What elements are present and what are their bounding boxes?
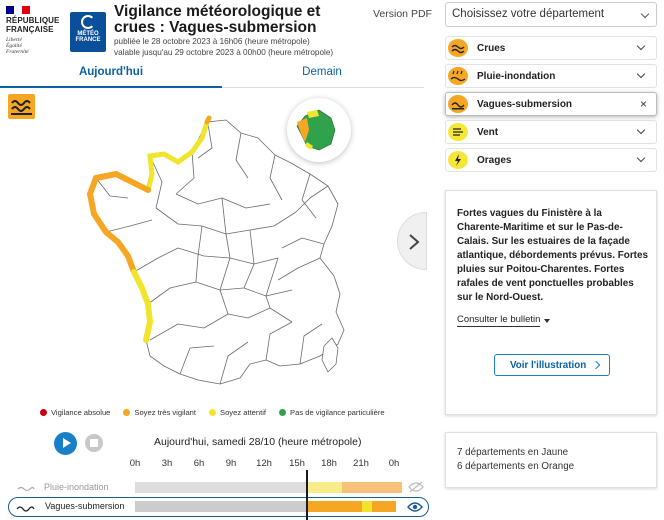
hour-label: 21h — [353, 458, 369, 469]
risk-item-crues[interactable]: Crues — [445, 36, 657, 60]
timeline-bar-yellow — [362, 501, 372, 512]
risk-label-orages: Orages — [477, 155, 512, 166]
france-vigilance-map[interactable] — [70, 108, 370, 408]
rain-flood-icon — [448, 67, 468, 85]
risk-item-orages[interactable]: Orages — [445, 148, 657, 172]
yellow-dot-icon — [209, 409, 217, 416]
department-summary-card: 7 départements en Jaune 6 départements e… — [445, 432, 657, 488]
wind-icon — [448, 123, 468, 141]
timeline-row-vagues-submersion[interactable]: Vagues-submersion — [8, 497, 429, 517]
close-icon[interactable]: × — [639, 97, 647, 111]
legend-item-absolue: Vigilance absolue — [40, 408, 110, 417]
flood-icon — [448, 39, 468, 57]
republique-title: RÉPUBLIQUE FRANÇAISE — [6, 16, 60, 34]
timeline-bar-yellow — [306, 482, 342, 493]
hour-label: 18h — [321, 458, 337, 469]
published-date: publiée le 28 octobre 2023 à 16h06 (heur… — [114, 37, 310, 46]
timeline-hours: 0h 3h 6h 9h 12h 15h 18h 21h 0h — [120, 458, 410, 470]
hidden-eye-icon[interactable] — [408, 481, 424, 493]
waves-icon — [16, 506, 35, 512]
legend-item-attentif: Soyez attentif — [209, 408, 266, 417]
hour-label: 3h — [161, 458, 173, 469]
legend-item-tres-vigilant: Soyez très vigilant — [123, 408, 196, 417]
republique-francaise-logo: RÉPUBLIQUE FRANÇAISE Liberté Égalité Fra… — [6, 4, 62, 62]
chevron-down-icon — [636, 69, 646, 79]
timeline-title: Aujourd'hui, samedi 28/10 (heure métropo… — [154, 436, 362, 448]
eye-icon[interactable] — [407, 501, 423, 513]
bulletin-text: Fortes vagues du Finistère à la Charente… — [457, 208, 648, 303]
meteo-france-logo[interactable]: MÉTÉO FRANCE — [70, 12, 106, 52]
summary-orange: 6 départements en Orange — [457, 461, 575, 472]
chevron-down-icon — [636, 125, 646, 135]
bulletin-card: Fortes vagues du Finistère à la Charente… — [445, 190, 657, 415]
chevron-down-icon — [636, 41, 646, 51]
summary-yellow: 7 départements en Jaune — [457, 447, 569, 458]
storm-icon — [448, 151, 468, 169]
timeline-bar-orange — [306, 501, 362, 512]
hour-label: 15h — [289, 458, 305, 469]
valid-until-date: valable jusqu'au 29 octobre 2023 à 00h00… — [114, 48, 334, 57]
page-title: Vigilance météorologique et crues : Vagu… — [114, 3, 321, 36]
chevron-down-icon — [636, 153, 646, 163]
risk-label-vent: Vent — [477, 127, 499, 138]
vigilance-legend: Vigilance absolue Soyez très vigilant So… — [40, 408, 385, 417]
chevron-right-icon — [591, 360, 601, 370]
risk-label-vagues: Vagues-submersion — [477, 99, 573, 110]
rain-flood-icon — [17, 486, 35, 492]
hour-label: 0h — [388, 458, 400, 469]
row-label-vagues: Vagues-submersion — [45, 501, 125, 511]
play-button[interactable] — [54, 432, 77, 455]
row-label-pluie: Pluie-inondation — [44, 482, 109, 492]
chevron-down-icon — [640, 9, 650, 19]
hour-label: 9h — [225, 458, 237, 469]
version-pdf-link[interactable]: Version PDF — [373, 8, 432, 20]
waves-icon — [448, 95, 468, 113]
timeline-bar-grey — [135, 482, 306, 493]
timeline-bar-orange — [372, 501, 396, 512]
risk-item-vagues-submersion[interactable]: Vagues-submersion × — [445, 92, 657, 116]
stop-button[interactable] — [85, 434, 103, 452]
consult-bulletin-dropdown[interactable]: Consulter le bulletin — [457, 314, 551, 327]
timeline-bar-orange — [342, 482, 402, 493]
hour-label: 12h — [256, 458, 272, 469]
active-tab-indicator — [0, 86, 222, 88]
view-illustration-label: Voir l'illustration — [510, 360, 587, 371]
tab-today[interactable]: Aujourd'hui — [78, 66, 144, 78]
overview-minimap[interactable] — [287, 98, 351, 162]
tab-tomorrow[interactable]: Demain — [302, 66, 342, 78]
hour-label: 0h — [129, 458, 141, 469]
view-illustration-button[interactable]: Voir l'illustration — [494, 354, 610, 376]
timeline-row-pluie-inondation[interactable]: Pluie-inondation — [8, 479, 432, 495]
publication-info: publiée le 28 octobre 2023 à 16h06 (heur… — [114, 36, 333, 58]
legend-item-pas-de-vigilance: Pas de vigilance particulière — [279, 408, 385, 417]
waves-submersion-icon — [8, 94, 35, 119]
risk-label-crues: Crues — [477, 43, 506, 54]
republique-motto: Liberté Égalité Fraternité — [6, 37, 29, 55]
risk-label-pluie: Pluie-inondation — [477, 71, 556, 82]
red-dot-icon — [40, 409, 47, 416]
hour-label: 6h — [193, 458, 205, 469]
green-dot-icon — [279, 409, 287, 416]
department-select[interactable]: Choisissez votre département — [445, 2, 657, 27]
next-day-arrow-button[interactable] — [397, 212, 427, 270]
risk-item-pluie-inondation[interactable]: Pluie-inondation — [445, 64, 657, 88]
risk-item-vent[interactable]: Vent — [445, 120, 657, 144]
timeline-bar-grey — [135, 501, 306, 512]
french-flag-icon — [6, 6, 30, 14]
current-time-marker[interactable] — [306, 470, 308, 520]
department-select-value: Choisissez votre département — [452, 8, 605, 20]
orange-dot-icon — [123, 409, 131, 416]
meteo-logo-text: MÉTÉO FRANCE — [75, 31, 101, 43]
